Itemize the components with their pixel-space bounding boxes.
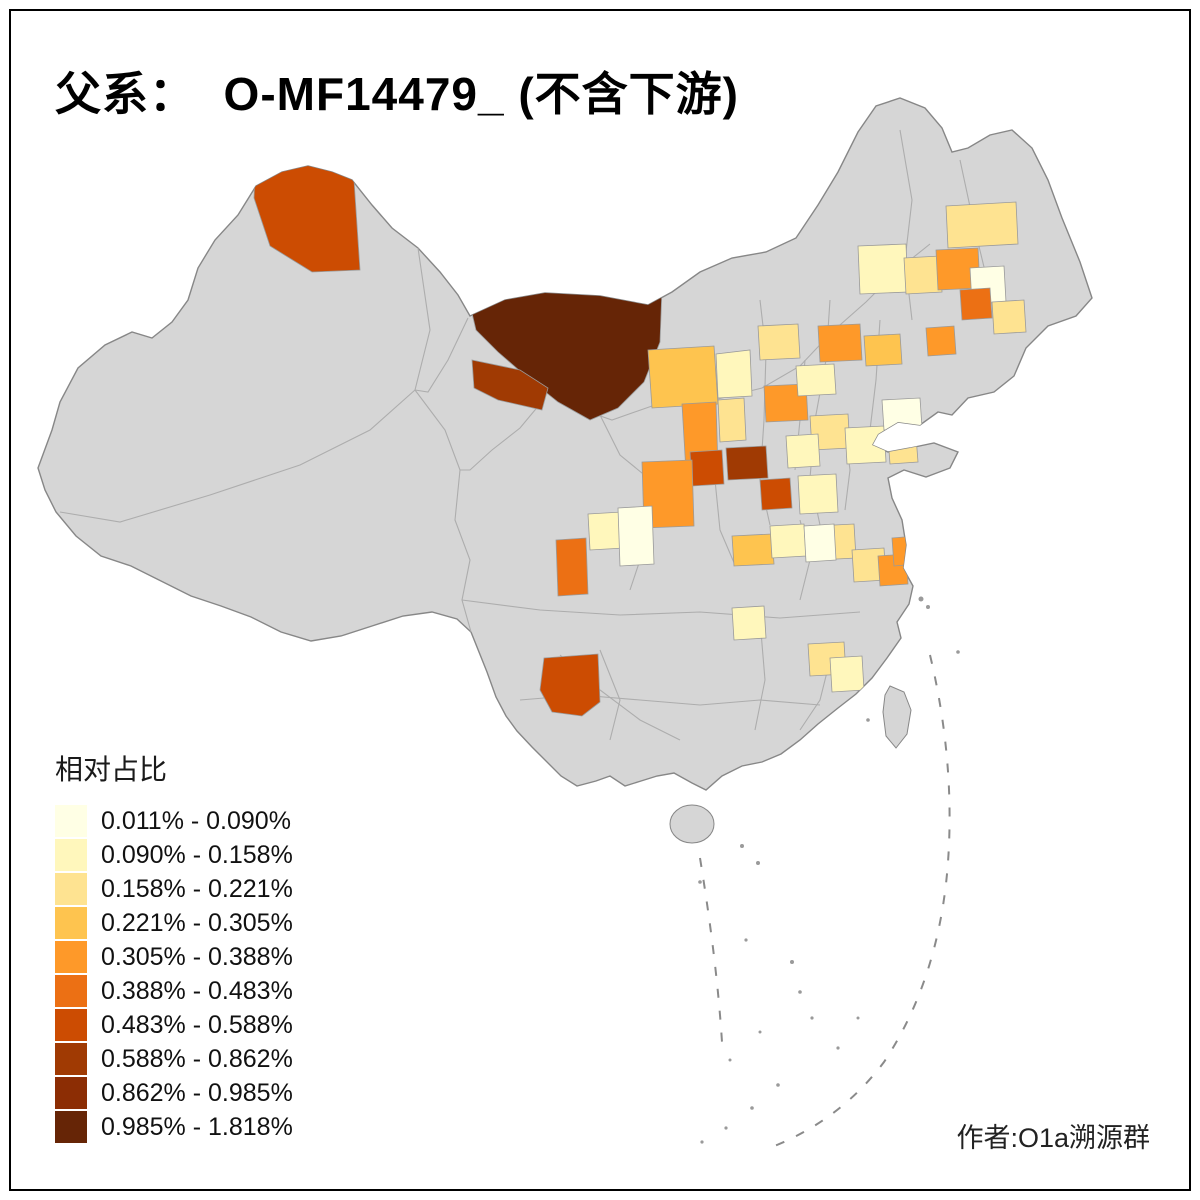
map-region-r33 — [925, 325, 957, 357]
map-region-r22 — [887, 435, 919, 465]
legend-swatch — [55, 873, 87, 905]
map-region-r27 — [857, 243, 909, 295]
legend-row: 0.158% - 0.221% — [55, 872, 293, 906]
legend-swatch — [55, 805, 87, 837]
map-region-r09 — [725, 445, 769, 481]
legend-swatch — [55, 1077, 87, 1109]
legend-row: 0.862% - 0.985% — [55, 1076, 293, 1110]
coastal-islet — [926, 605, 930, 609]
map-region-r37 — [891, 535, 919, 567]
nine-dash-line-west — [699, 857, 723, 1043]
map-region-r12 — [817, 323, 863, 363]
map-region-r40 — [617, 505, 655, 567]
coastal-islet — [956, 650, 960, 654]
legend-row: 0.090% - 0.158% — [55, 838, 293, 872]
map-region-r13 — [757, 323, 801, 361]
map-region-r26 — [945, 201, 1019, 249]
legend-label: 0.483% - 0.588% — [101, 1010, 293, 1039]
hainan-island — [669, 804, 715, 844]
attribution-text: 作者:O1a溯源群 — [956, 1123, 1150, 1153]
taiwan-island — [882, 685, 912, 749]
legend-row: 0.221% - 0.305% — [55, 906, 293, 940]
map-region-r03 — [471, 359, 549, 411]
map-region-r24 — [769, 523, 807, 559]
legend-label: 0.305% - 0.388% — [101, 942, 293, 971]
map-region-r21 — [881, 397, 923, 431]
map-region-r16 — [785, 433, 821, 469]
coastal-islet — [866, 718, 870, 722]
legend-swatch — [55, 1111, 87, 1143]
map-region-r10 — [763, 383, 809, 423]
map-region-r17 — [641, 459, 695, 529]
legend-label: 0.221% - 0.305% — [101, 908, 293, 937]
map-region-r28 — [903, 255, 943, 295]
map-region-r18 — [797, 473, 839, 515]
legend-rows: 0.011% - 0.090% 0.090% - 0.158% 0.158% - 0… — [55, 804, 293, 1144]
map-region-r42 — [731, 605, 767, 641]
nine-dash-line — [763, 654, 951, 1151]
legend-label: 0.588% - 0.862% — [101, 1044, 293, 1073]
map-region-r25 — [803, 523, 837, 563]
legend: 相对占比 0.011% - 0.090% 0.090% - 0.158% 0.158… — [55, 748, 293, 1144]
legend-row: 0.588% - 0.862% — [55, 1042, 293, 1076]
legend-title: 相对占比 — [55, 754, 168, 785]
legend-swatch — [55, 1043, 87, 1075]
legend-swatch — [55, 839, 87, 871]
legend-swatch — [55, 975, 87, 1007]
legend-swatch — [55, 941, 87, 973]
map-region-r20 — [844, 425, 887, 465]
legend-row: 0.388% - 0.483% — [55, 974, 293, 1008]
map-region-r44 — [829, 655, 865, 693]
legend-label: 0.862% - 0.985% — [101, 1078, 293, 1107]
map-region-r08 — [689, 449, 725, 487]
page-title: 父系： O-MF14479_ (不含下游) — [55, 68, 739, 120]
map-region-r07 — [717, 397, 747, 443]
map-region-r04 — [647, 345, 719, 409]
legend-label: 0.090% - 0.158% — [101, 840, 293, 869]
map-region-r23 — [731, 533, 775, 567]
legend-row: 0.011% - 0.090% — [55, 804, 293, 838]
map-region-r14 — [795, 363, 837, 397]
legend-row: 0.483% - 0.588% — [55, 1008, 293, 1042]
map-region-r31 — [959, 287, 993, 321]
legend-row: 0.985% - 1.818% — [55, 1110, 293, 1144]
legend-label: 0.158% - 0.221% — [101, 874, 293, 903]
map-region-r38 — [555, 537, 589, 597]
map-region-r41 — [539, 653, 601, 717]
legend-label: 0.388% - 0.483% — [101, 976, 293, 1005]
map-region-r02 — [465, 287, 663, 421]
legend-label: 0.011% - 0.090% — [101, 806, 291, 835]
legend-label: 0.985% - 1.818% — [101, 1112, 293, 1141]
south-china-sea-group — [698, 654, 951, 1151]
legend-row: 0.305% - 0.388% — [55, 940, 293, 974]
coastal-islet — [918, 596, 924, 602]
legend-swatch — [55, 1009, 87, 1041]
map-region-r11 — [759, 477, 793, 511]
map-region-r34 — [863, 333, 903, 367]
islands-group — [669, 596, 960, 844]
map-region-r32 — [991, 299, 1027, 335]
legend-swatch — [55, 907, 87, 939]
map-region-r05 — [715, 349, 753, 399]
